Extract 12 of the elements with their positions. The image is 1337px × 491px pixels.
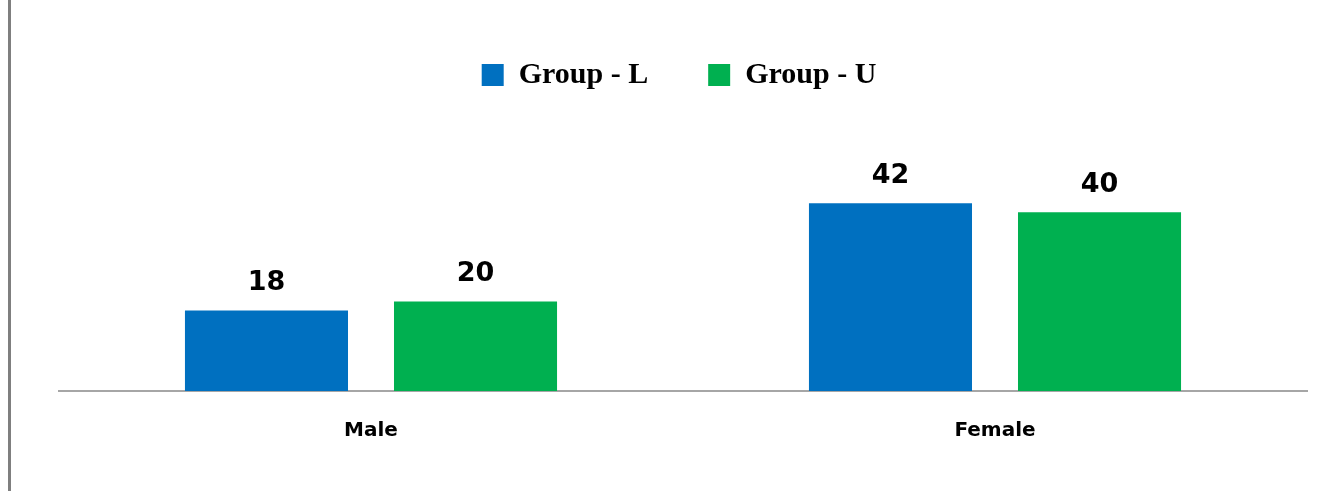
legend-label: Group - L (518, 55, 649, 89)
bar (184, 310, 349, 391)
x-tick-label: Male (344, 417, 398, 442)
x-tick-label: Female (954, 417, 1036, 442)
data-label: 18 (247, 265, 286, 297)
data-label: 20 (456, 256, 495, 288)
bar (1017, 212, 1182, 391)
bar (393, 301, 558, 391)
data-label: 40 (1080, 166, 1119, 198)
bar (808, 203, 973, 391)
legend-label: Group - U (745, 55, 877, 89)
data-label: 42 (871, 157, 910, 189)
